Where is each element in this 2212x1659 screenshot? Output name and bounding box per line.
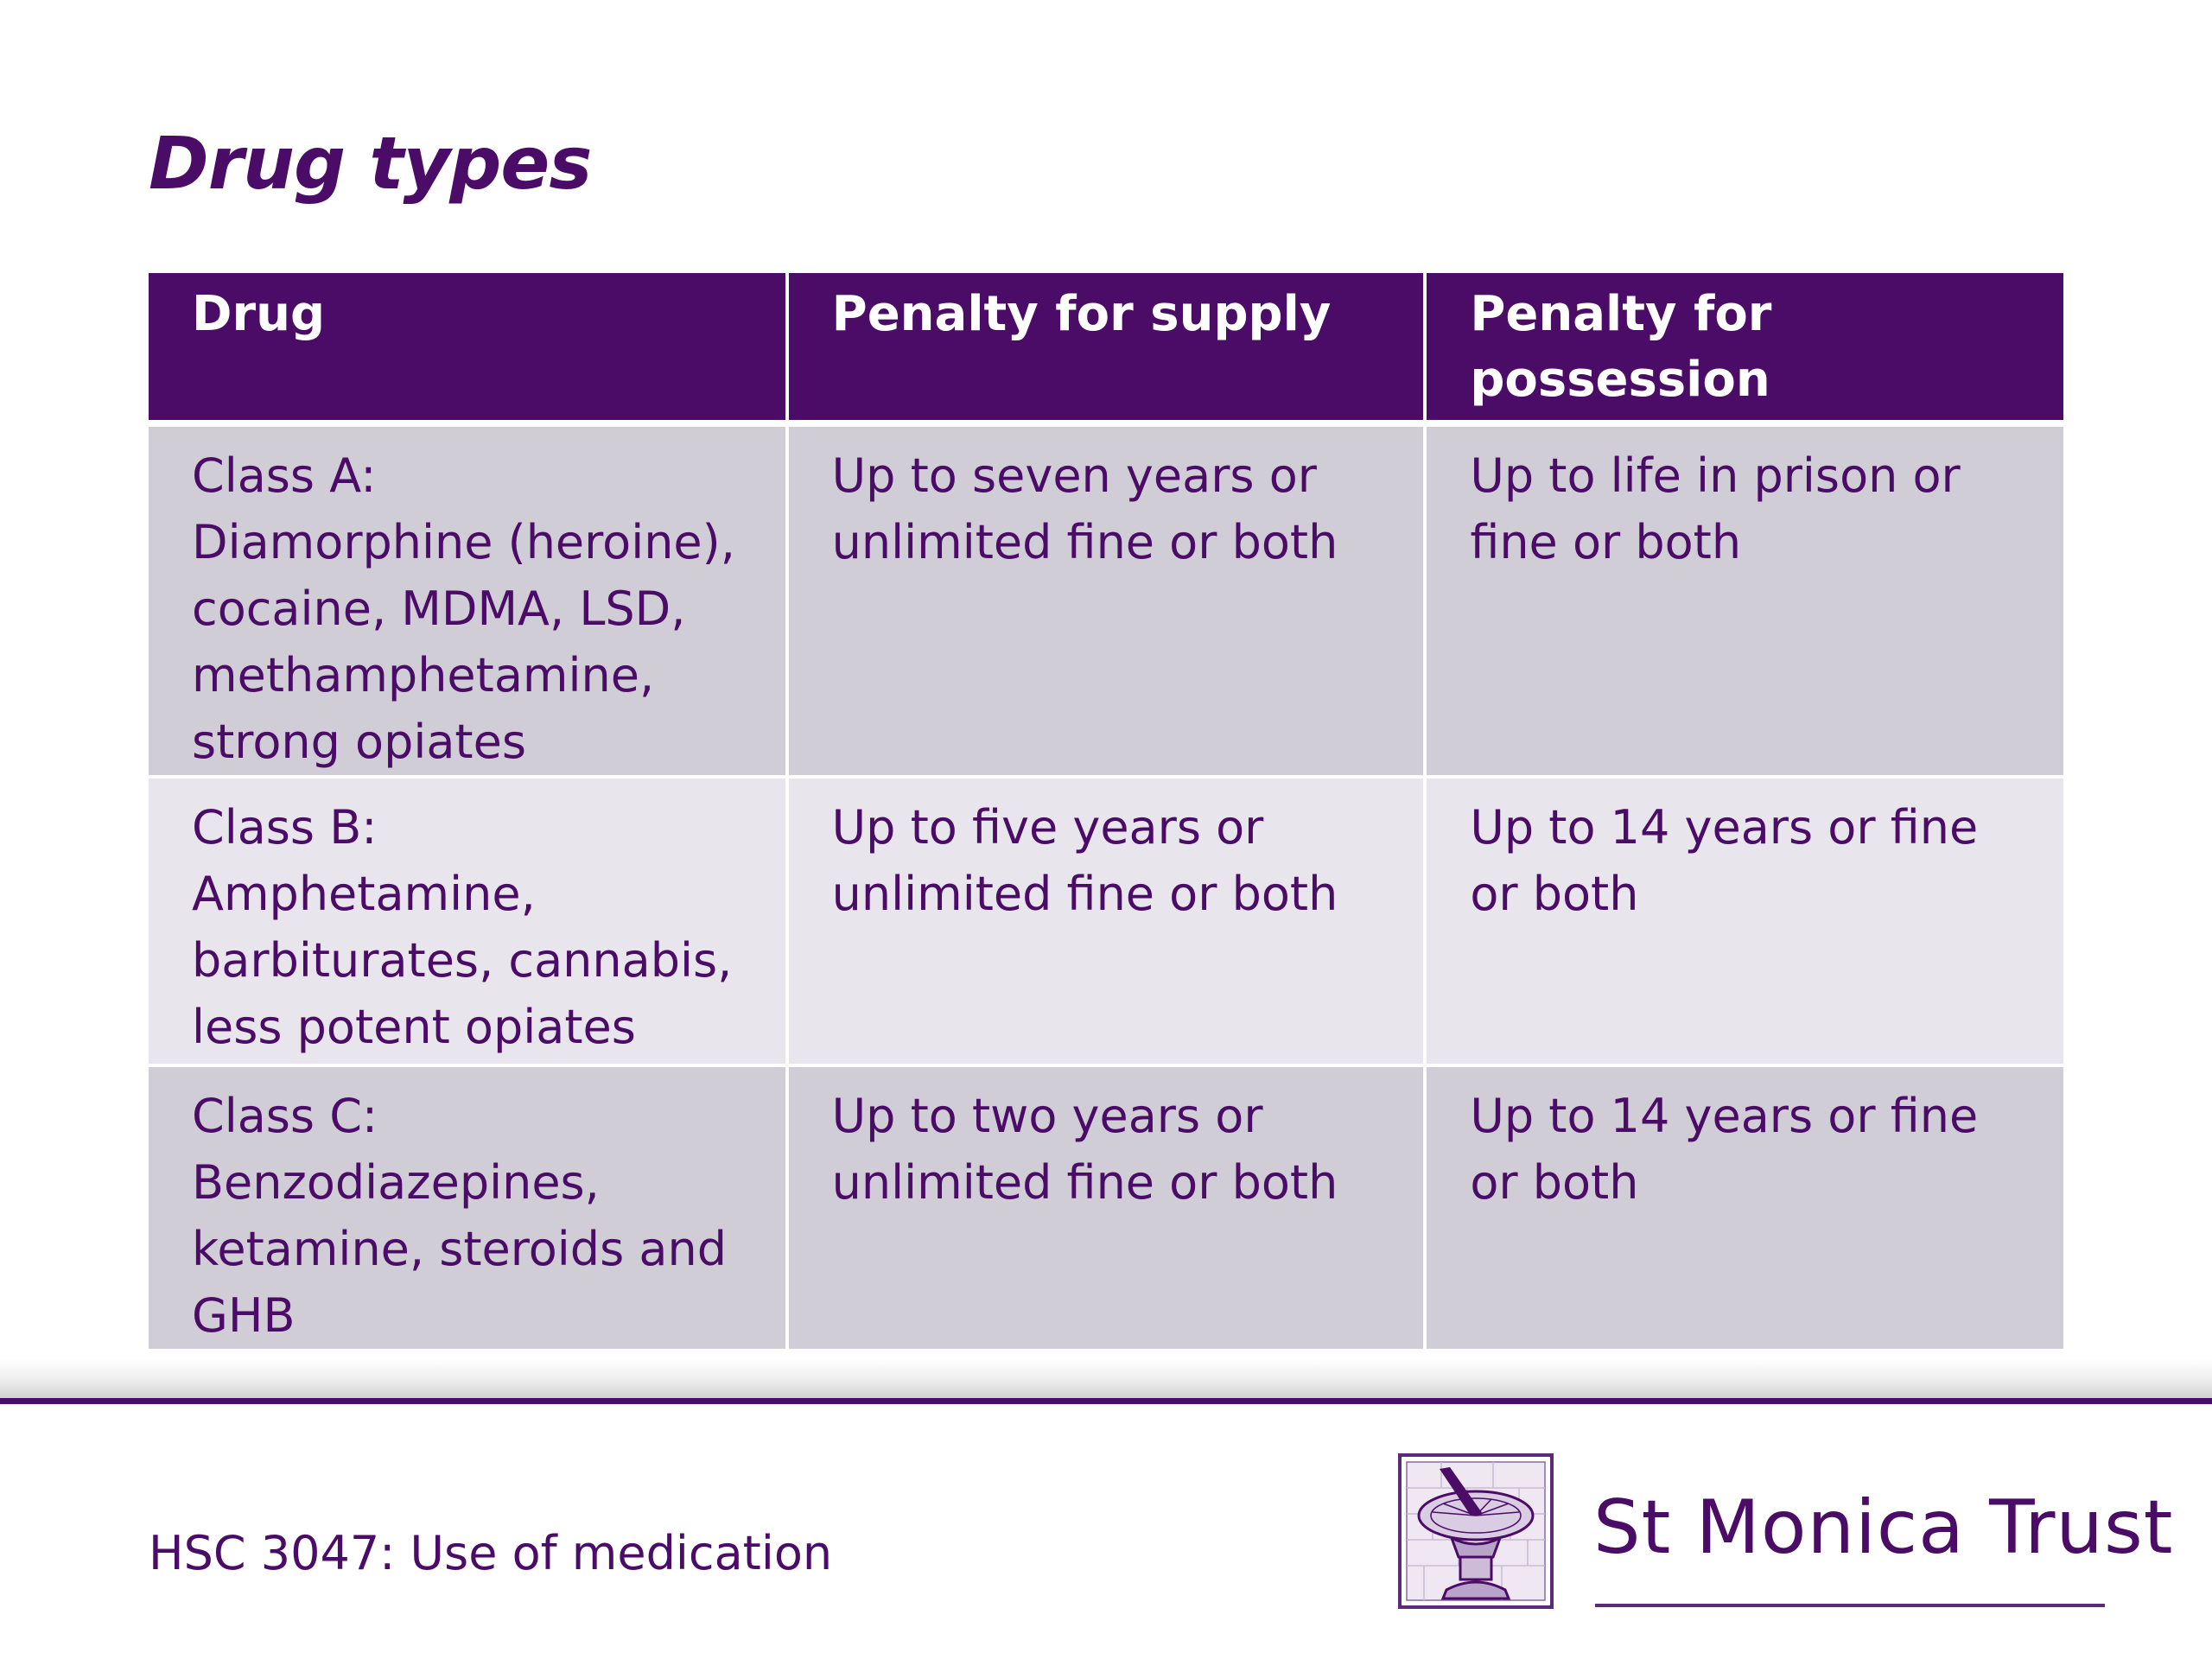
header-drug-line: Drug — [192, 286, 326, 342]
cell-supply: Up to seven years or unlimited fine or b… — [785, 422, 1426, 777]
drug-line: Benzodiazepines, — [192, 1155, 600, 1210]
page-title: Drug types — [149, 121, 592, 206]
drug-line: ketamine, steroids and — [192, 1222, 727, 1276]
drug-line: strong opiates — [192, 715, 526, 769]
drug-line: GHB — [192, 1288, 296, 1343]
table-header-row: Drug Penalty for supply Penalty for poss… — [149, 273, 2063, 427]
table-row-class-c: Class C: Benzodiazepines, ketamine, ster… — [149, 1064, 2063, 1349]
supply-line: unlimited fine or both — [831, 515, 1338, 569]
brand-name: St Monica Trust — [1593, 1484, 2174, 1571]
cell-supply: Up to five years or unlimited fine or bo… — [785, 775, 1426, 1065]
course-label: HSC 3047: Use of medication — [149, 1526, 833, 1580]
header-penalty-possession: Penalty for possession — [1423, 273, 2063, 427]
drug-line: Amphetamine, — [192, 867, 536, 921]
supply-line: unlimited fine or both — [831, 1155, 1338, 1210]
drug-line: methamphetamine, — [192, 648, 655, 702]
drug-line: barbiturates, cannabis, — [192, 933, 733, 988]
possession-line: or both — [1470, 1155, 1639, 1210]
header-penalty-supply: Penalty for supply — [785, 273, 1426, 427]
cell-supply: Up to two years or unlimited fine or bot… — [785, 1064, 1426, 1349]
supply-line: Up to seven years or — [831, 448, 1317, 503]
header-possession-line-1: Penalty for — [1470, 286, 1772, 342]
supply-line: Up to two years or — [831, 1089, 1263, 1143]
possession-line: fine or both — [1470, 515, 1742, 569]
supply-line: unlimited fine or both — [831, 867, 1338, 921]
possession-line: Up to life in prison or — [1470, 448, 1961, 503]
drug-line: Diamorphine (heroine), — [192, 515, 735, 569]
cell-drug: Class A: Diamorphine (heroine), cocaine,… — [149, 422, 787, 777]
header-drug: Drug — [149, 273, 787, 427]
drug-line: Class C: — [192, 1089, 378, 1143]
drug-line: Class A: — [192, 448, 377, 503]
header-possession-line-2: possession — [1470, 352, 1770, 408]
footer-shadow — [0, 1358, 2212, 1400]
cell-possession: Up to 14 years or fine or both — [1423, 1064, 2063, 1349]
possession-line: Up to 14 years or fine — [1470, 1089, 1979, 1143]
table-row-class-b: Class B: Amphetamine, barbiturates, cann… — [149, 775, 2063, 1065]
drug-line: less potent opiates — [192, 1000, 636, 1054]
cell-possession: Up to 14 years or fine or both — [1423, 775, 2063, 1065]
cell-possession: Up to life in prison or fine or both — [1423, 422, 2063, 777]
brand-underline — [1595, 1604, 2105, 1607]
header-supply-line: Penalty for supply — [831, 286, 1332, 342]
drug-line: Class B: — [192, 800, 378, 855]
drug-penalty-table: Drug Penalty for supply Penalty for poss… — [149, 273, 2063, 1349]
possession-line: or both — [1470, 867, 1639, 921]
cell-drug: Class C: Benzodiazepines, ketamine, ster… — [149, 1064, 787, 1349]
sundial-crest-icon — [1398, 1453, 1554, 1609]
table-row-class-a: Class A: Diamorphine (heroine), cocaine,… — [149, 422, 2063, 777]
possession-line: Up to 14 years or fine — [1470, 800, 1979, 855]
cell-drug: Class B: Amphetamine, barbiturates, cann… — [149, 775, 787, 1065]
drug-line: cocaine, MDMA, LSD, — [192, 582, 686, 636]
supply-line: Up to five years or — [831, 800, 1264, 855]
footer-divider — [0, 1398, 2212, 1404]
